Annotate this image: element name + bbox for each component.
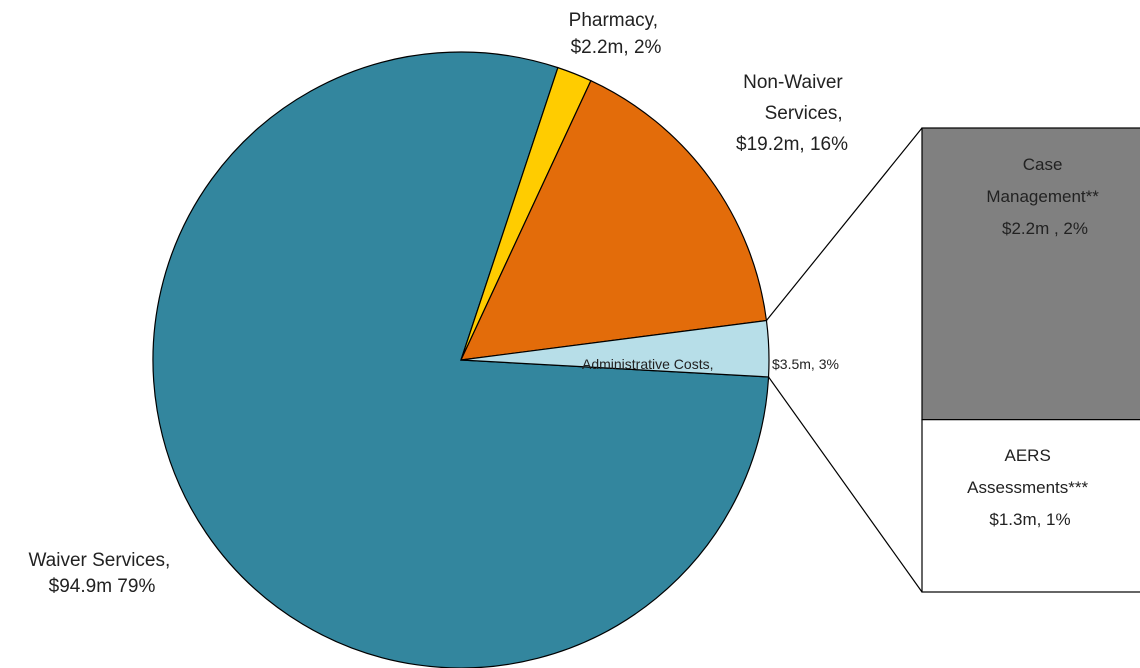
label-administrative-costs: Administrative Costs, $3.5m, 3% (582, 356, 839, 372)
bar-segment-case-management (921, 127, 1140, 421)
breakout-connectors (765, 127, 923, 593)
connector-lower (768, 376, 923, 593)
label-non-waiver-services: Non-Waiver Services, $19.2m, 16% (736, 72, 848, 155)
label-pharmacy: Pharmacy, $2.2m, 2% (569, 10, 664, 58)
slice-non-waiver-services (459, 79, 768, 361)
label-waiver-services: Waiver Services, $94.9m 79% (28, 550, 175, 597)
label-case-management: Case Management** $2.2m , 2% (986, 155, 1103, 238)
connector-upper (765, 127, 923, 321)
label-aers-assessments: AERS Assessments*** $1.3m, 1% (967, 446, 1093, 529)
breakout-bar (921, 127, 1140, 593)
slice-administrative-costs (460, 319, 770, 378)
pie (152, 51, 770, 668)
bar-segment-aers-assessments (921, 419, 1140, 593)
